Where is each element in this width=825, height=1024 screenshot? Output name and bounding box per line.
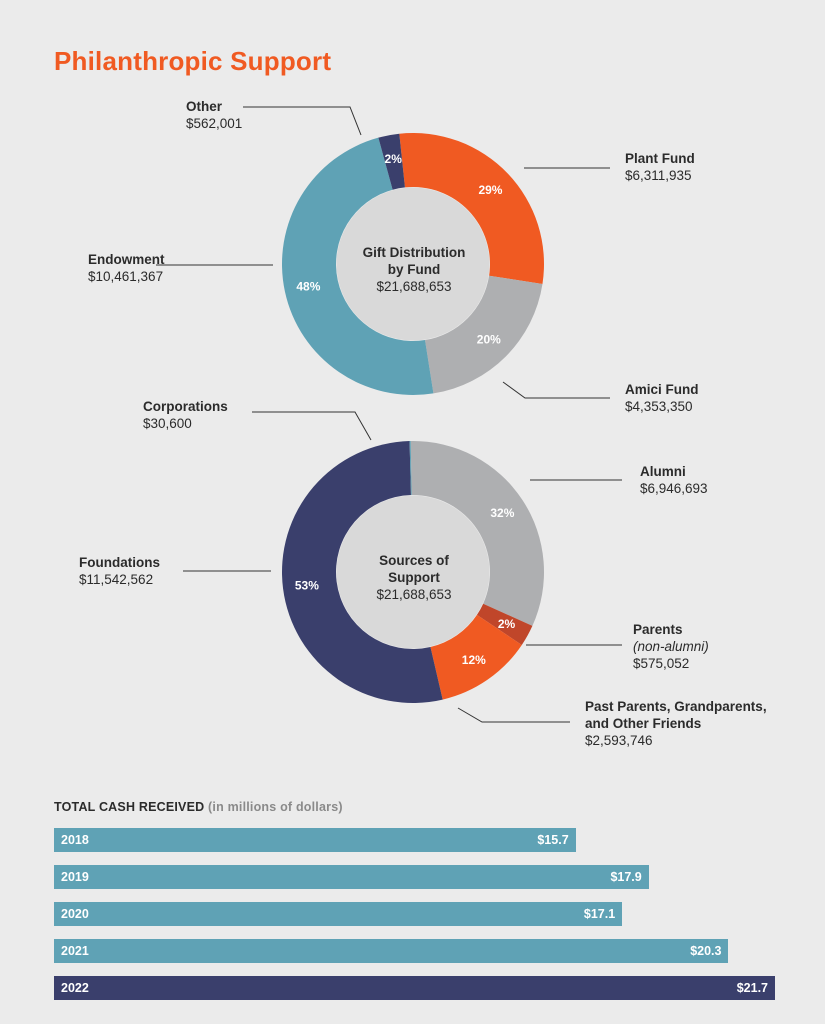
callout-name: Alumni <box>640 464 686 479</box>
callout-other: Other $562,001 <box>186 98 242 132</box>
donut-slice-alumni <box>410 441 544 626</box>
callout-corporations: Corporations $30,600 <box>143 398 228 432</box>
bar-year-label: 2019 <box>61 870 89 884</box>
callout-name: Foundations <box>79 555 160 570</box>
donut-center-label-fund: Gift Distribution by Fund $21,688,653 <box>334 244 494 295</box>
donut-center-title: Gift Distribution by Fund <box>362 245 466 277</box>
callout-foundations: Foundations $11,542,562 <box>79 554 160 588</box>
slice-percent-label: 32% <box>490 506 514 520</box>
bar-value-label: $17.9 <box>610 870 642 884</box>
bar-value-label: $17.1 <box>583 907 616 921</box>
bar-2021: 2021 $20.3 <box>54 939 729 963</box>
donut-hole <box>336 495 490 649</box>
leader-line <box>252 411 372 441</box>
donut-center-value: $21,688,653 <box>376 279 452 294</box>
callout-amount: $6,946,693 <box>640 481 708 496</box>
callout-parents: Parents (non-alumni) $575,052 <box>633 621 709 672</box>
donut-slice-other <box>378 133 405 190</box>
callout-amount: $6,311,935 <box>625 168 692 183</box>
callout-name: Amici Fund <box>625 382 699 397</box>
bar-chart-total-cash: 2018 $15.7 2019 $17.9 2020 $17.1 2021 $20.3 2022… <box>54 828 814 1013</box>
bar-2020: 2020 $17.1 <box>54 902 623 926</box>
callout-amount: $562,001 <box>186 116 243 131</box>
donut-center-title: Sources of Support <box>379 553 449 585</box>
bar-year-label: 2022 <box>61 981 89 995</box>
callout-amici-fund: Amici Fund $4,353,350 <box>625 381 699 415</box>
slice-percent-label: 2% <box>385 152 403 166</box>
callout-name: Plant Fund <box>625 151 695 166</box>
slice-percent-label: 20% <box>477 333 501 347</box>
callout-alumni: Alumni $6,946,693 <box>640 463 708 497</box>
callout-amount: $575,052 <box>633 656 690 671</box>
callout-name: Endowment <box>88 252 165 267</box>
bar-2022: 2022 $21.7 <box>54 976 775 1000</box>
bar-chart-title-main: TOTAL CASH RECEIVED <box>54 800 205 814</box>
callout-amount: $11,542,562 <box>79 572 154 587</box>
bar-2018: 2018 $15.7 <box>54 828 576 852</box>
callout-name: Parents <box>633 622 683 637</box>
bar-chart-title: TOTAL CASH RECEIVED (in millions of doll… <box>54 800 343 814</box>
bar-year-label: 2021 <box>61 944 89 958</box>
donut-slice-amici-fund <box>425 275 543 394</box>
donut-slice-past-parents-grandparents-and-other-friends <box>430 614 522 700</box>
callout-endowment: Endowment $10,461,367 <box>88 251 165 285</box>
callout-name: Other <box>186 99 223 114</box>
donut-slice-corporations <box>409 441 412 496</box>
donut-slice-parents <box>476 603 533 645</box>
slice-percent-label: 29% <box>478 183 502 197</box>
slice-percent-label: 2% <box>498 617 516 631</box>
donut-center-label-sources: Sources of Support $21,688,653 <box>334 552 494 603</box>
slice-percent-label: 53% <box>295 579 319 593</box>
donut-slice-endowment <box>281 137 434 396</box>
page-title: Philanthropic Support <box>54 46 332 76</box>
donut-chart-gift-distribution: 29% 20% 48% 2% <box>156 106 610 399</box>
callout-amount: $4,353,350 <box>625 399 693 414</box>
bar-year-label: 2018 <box>61 833 89 847</box>
donut-chart-sources-of-support: 32% 2% 12% 53% <box>183 411 622 723</box>
bar-value-label: $15.7 <box>537 833 569 847</box>
callout-name-line-1: Past Parents, Grandparents, <box>585 699 767 714</box>
callout-past-parents: Past Parents, Grandparents, and Other Fr… <box>585 698 767 749</box>
leader-line <box>502 381 610 399</box>
leader-line <box>457 707 570 723</box>
callout-plant-fund: Plant Fund $6,311,935 <box>625 150 695 184</box>
bar-value-label: $20.3 <box>690 944 722 958</box>
callout-name: Corporations <box>143 399 228 414</box>
donut-hole <box>336 187 490 341</box>
callout-amount: $10,461,367 <box>88 269 164 284</box>
donut-center-value: $21,688,653 <box>376 587 452 602</box>
slice-percent-label: 12% <box>462 653 486 667</box>
callout-amount: $2,593,746 <box>585 733 653 748</box>
callout-name-line-2: and Other Friends <box>585 716 702 731</box>
bar-year-label: 2020 <box>61 907 89 921</box>
donut-slice-plant-fund <box>399 133 544 284</box>
bar-value-label: $21.7 <box>736 981 768 995</box>
callout-amount: $30,600 <box>143 416 192 431</box>
leader-line <box>243 106 362 136</box>
bar-2019: 2019 $17.9 <box>54 865 649 889</box>
bar-chart-subtitle: (in millions of dollars) <box>208 800 343 814</box>
donut-slice-foundations <box>282 441 443 703</box>
callout-note: (non-alumni) <box>633 639 709 654</box>
slice-percent-label: 48% <box>296 280 320 294</box>
